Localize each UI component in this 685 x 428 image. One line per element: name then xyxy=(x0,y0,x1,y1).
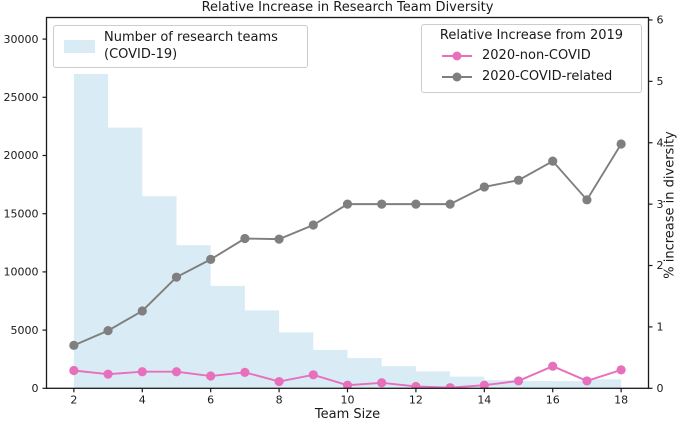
series-marker-2020-COVID-related xyxy=(103,325,113,336)
series-marker-2020-non-COVID xyxy=(582,376,592,386)
x-axis-tick-label: 4 xyxy=(139,393,146,406)
histogram-legend: Number of research teams (COVID-19) xyxy=(53,25,308,68)
series-marker-2020-non-COVID xyxy=(171,367,182,377)
covid-related-sample-marker xyxy=(452,72,462,81)
series-marker-2020-non-COVID xyxy=(274,376,284,387)
series-marker-2020-non-COVID xyxy=(137,367,147,377)
series-marker-2020-non-COVID xyxy=(513,376,524,386)
x-axis-tick-label: 10 xyxy=(341,393,355,406)
left-axis-tick-label: 10000 xyxy=(4,266,39,279)
x-axis-tick-label: 8 xyxy=(276,393,283,406)
series-marker-2020-COVID-related xyxy=(69,340,79,350)
series-marker-2020-non-COVID xyxy=(616,365,626,375)
left-axis-tick-label: 30000 xyxy=(4,33,39,46)
series-marker-2020-COVID-related xyxy=(616,139,626,149)
series-marker-2020-COVID-related xyxy=(513,175,524,185)
series-marker-2020-non-COVID xyxy=(548,361,558,371)
covid-related-line-sample-icon xyxy=(442,71,472,82)
right-axis-tick-label: 0 xyxy=(657,382,664,395)
series-marker-2020-COVID-related xyxy=(274,234,284,244)
non-covid-line-sample-icon xyxy=(442,50,472,61)
lines-legend-title: Relative Increase from 2019 xyxy=(439,28,624,43)
histogram-legend-label-line1: Number of research teams xyxy=(104,29,278,45)
right-axis-tick-label: 4 xyxy=(657,136,664,149)
non-covid-sample-marker xyxy=(452,51,462,60)
series-marker-2020-non-COVID xyxy=(411,381,421,389)
series-marker-2020-non-COVID xyxy=(240,367,250,377)
histogram-legend-label: Number of research teams (COVID-19) xyxy=(104,30,278,63)
right-axis-tick-label: 6 xyxy=(657,14,664,27)
x-axis-tick-label: 16 xyxy=(546,393,560,406)
legend-row-non-covid: 2020-non-COVID xyxy=(430,45,633,66)
series-marker-2020-COVID-related xyxy=(342,199,353,209)
legend-label-non-covid: 2020-non-COVID xyxy=(482,48,591,63)
right-axis-tick-label: 5 xyxy=(657,75,664,88)
histogram-bars xyxy=(73,74,622,389)
series-marker-2020-non-COVID xyxy=(69,365,79,376)
series-marker-2020-non-COVID xyxy=(206,371,216,381)
x-axis-label: Team Size xyxy=(314,407,381,422)
x-axis-tick-label: 18 xyxy=(614,393,628,406)
x-axis-tick-label: 14 xyxy=(477,393,491,406)
series-marker-2020-COVID-related xyxy=(308,220,318,230)
series-marker-2020-COVID-related xyxy=(445,199,455,209)
right-axis-tick-label: 3 xyxy=(657,198,664,211)
series-marker-2020-COVID-related xyxy=(171,272,182,282)
x-axis-tick-label: 2 xyxy=(70,393,77,406)
series-marker-2020-non-COVID xyxy=(377,378,387,388)
series-marker-2020-COVID-related xyxy=(548,156,558,166)
lines-legend: Relative Increase from 2019 2020-non-COV… xyxy=(421,24,642,93)
right-axis-tick-label: 1 xyxy=(657,321,664,334)
legend-label-covid-related: 2020-COVID-related xyxy=(482,69,613,84)
series-marker-2020-COVID-related xyxy=(377,199,387,209)
series-marker-2020-COVID-related xyxy=(206,254,216,264)
histogram-legend-label-line2: (COVID-19) xyxy=(104,46,178,62)
x-axis-tick-label: 6 xyxy=(207,393,214,406)
legend-row-covid-related: 2020-COVID-related xyxy=(430,66,633,87)
series-marker-2020-COVID-related xyxy=(240,233,250,244)
histogram-legend-patch xyxy=(64,40,95,53)
series-marker-2020-COVID-related xyxy=(479,182,489,192)
x-axis-tick-label: 12 xyxy=(409,393,423,406)
chart-title: Relative Increase in Research Team Diver… xyxy=(201,0,494,15)
left-axis-tick-label: 20000 xyxy=(4,149,39,162)
left-axis-tick-label: 0 xyxy=(32,382,39,395)
series-marker-2020-non-COVID xyxy=(103,369,113,379)
series-marker-2020-COVID-related xyxy=(582,195,592,205)
left-axis-tick-label: 5000 xyxy=(11,324,39,337)
right-axis-tick-label: 2 xyxy=(657,259,664,272)
right-y-axis-label: % increase in diversity xyxy=(662,131,678,279)
series-marker-2020-non-COVID xyxy=(308,370,318,380)
data-layer xyxy=(69,74,626,389)
series-marker-2020-non-COVID xyxy=(342,380,353,389)
series-marker-2020-COVID-related xyxy=(411,199,421,209)
series-marker-2020-non-COVID xyxy=(479,380,489,389)
left-axis-tick-label: 25000 xyxy=(4,91,39,104)
left-axis-tick-label: 15000 xyxy=(4,207,39,220)
series-marker-2020-non-COVID xyxy=(445,383,455,389)
series-marker-2020-COVID-related xyxy=(137,306,147,316)
